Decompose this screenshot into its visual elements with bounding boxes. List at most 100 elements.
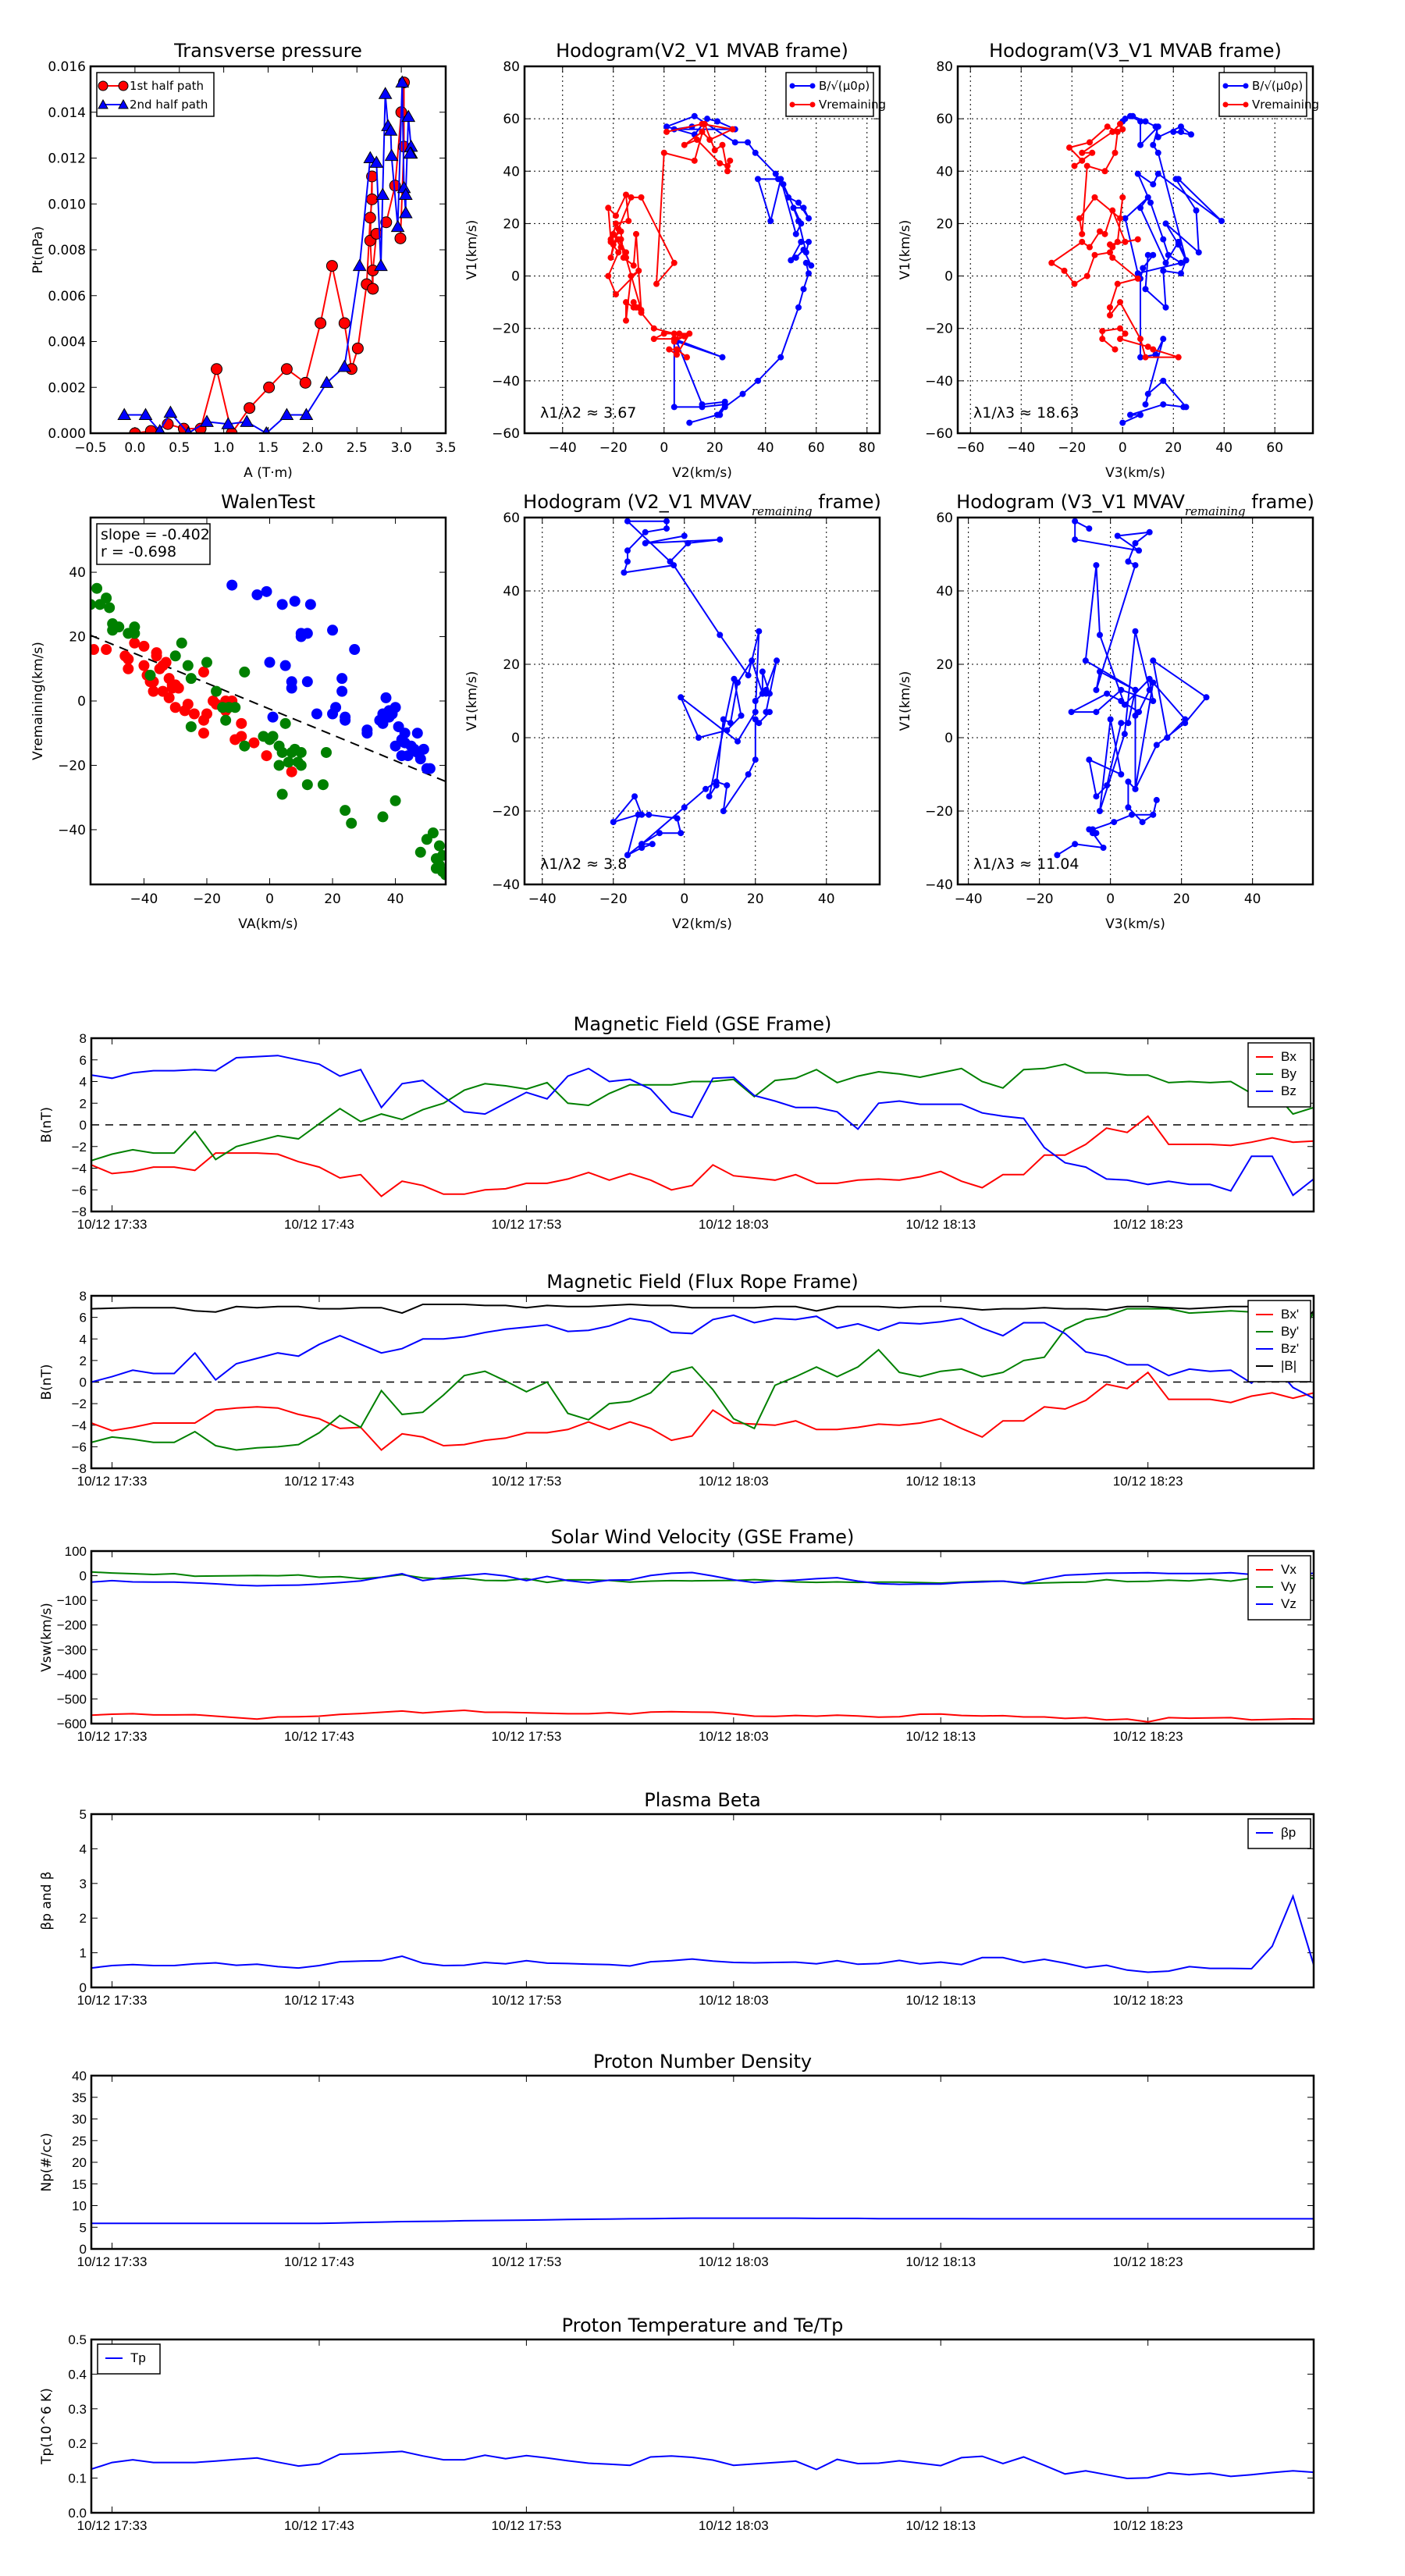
data-point — [1083, 162, 1090, 169]
data-point — [642, 528, 649, 535]
data-point — [1137, 205, 1144, 212]
y-tick-label: −400 — [57, 1667, 87, 1682]
y-tick-label: 20 — [936, 216, 953, 232]
data-point — [1182, 716, 1189, 723]
x-tick-label: 10/12 17:53 — [491, 2254, 561, 2269]
data-point — [613, 291, 619, 298]
y-tick-label: 4 — [80, 1075, 87, 1090]
data-point — [369, 155, 384, 168]
data-point — [1072, 518, 1079, 525]
data-point — [735, 738, 741, 745]
data-point — [670, 259, 678, 266]
data-point — [792, 230, 799, 237]
data-point — [1048, 259, 1055, 266]
data-point — [267, 711, 279, 723]
y-axis-label: βp and β — [39, 1871, 55, 1930]
annotation-line: r = -0.698 — [101, 543, 176, 560]
axes-frame — [523, 516, 881, 886]
data-point — [1101, 230, 1108, 237]
data-point — [1132, 686, 1139, 693]
eigenvalue-ratio-annotation: λ1/λ3 ≈ 11.04 — [973, 856, 1079, 873]
x-tick-label: 10/12 18:03 — [699, 1474, 769, 1489]
chart-title: Transverse pressure — [173, 40, 362, 62]
x-tick-label: 10/12 18:03 — [699, 2518, 769, 2533]
data-point — [755, 176, 761, 183]
data-point — [713, 782, 720, 789]
data-point — [1150, 181, 1157, 188]
data-point — [236, 717, 247, 729]
y-axis-label: Pt(nPa) — [30, 226, 46, 274]
data-point — [380, 216, 393, 229]
data-point — [800, 286, 807, 293]
data-point — [1097, 632, 1103, 639]
data-point — [211, 363, 223, 375]
data-point — [724, 727, 731, 734]
plot-area — [1048, 112, 1225, 426]
data-point — [182, 660, 194, 671]
data-point — [276, 746, 288, 758]
data-point — [201, 708, 212, 720]
y-tick-label: −40 — [58, 823, 86, 838]
chart-title: Hodogram(V3_V1 MVAB frame) — [989, 40, 1282, 62]
data-point — [173, 682, 184, 694]
y-tick-label: 5 — [80, 1807, 87, 1822]
data-point — [1152, 123, 1159, 130]
data-point — [623, 191, 629, 198]
data-point — [1175, 354, 1182, 361]
data-point — [364, 212, 376, 224]
legend-label: Bz — [1281, 1083, 1297, 1098]
data-point — [738, 712, 745, 719]
y-tick-label: −20 — [925, 322, 953, 337]
data-point — [633, 230, 639, 237]
y-tick-label: 0 — [80, 1569, 87, 1584]
data-point — [623, 254, 629, 262]
data-point — [800, 205, 807, 212]
data-point — [101, 644, 112, 656]
y-tick-label: −2 — [72, 1397, 87, 1411]
y-tick-label: 1 — [80, 1946, 87, 1961]
axes-frame — [523, 65, 881, 435]
data-point — [91, 582, 103, 594]
data-point — [759, 668, 766, 675]
y-tick-label: 6 — [80, 1053, 87, 1068]
data-point — [607, 254, 614, 262]
data-point — [264, 656, 276, 668]
data-point — [384, 148, 399, 162]
data-point — [1147, 199, 1154, 206]
data-point — [1137, 118, 1144, 125]
data-point — [650, 336, 657, 343]
x-tick-label: 10/12 18:23 — [1113, 1729, 1183, 1744]
y-tick-label: 80 — [503, 59, 520, 75]
data-point — [630, 262, 637, 269]
data-point — [279, 717, 291, 729]
chart-title: Magnetic Field (Flux Rope Frame) — [546, 1271, 858, 1293]
data-point — [1178, 259, 1184, 266]
data-point — [129, 637, 140, 649]
series-1 — [117, 75, 418, 433]
legend-label: Vx — [1281, 1562, 1297, 1577]
data-point — [1160, 401, 1167, 408]
data-point — [299, 376, 311, 389]
data-point — [720, 808, 727, 814]
title-suffix: frame) — [813, 491, 881, 513]
data-point — [336, 673, 348, 685]
data-point — [1134, 170, 1141, 177]
legend-box — [1218, 72, 1307, 117]
data-point — [280, 363, 293, 375]
y-tick-label: 20 — [503, 657, 520, 673]
data-point — [649, 841, 656, 848]
data-point — [613, 212, 619, 219]
data-point — [1114, 128, 1121, 135]
x-tick-label: 10/12 17:43 — [284, 1729, 354, 1744]
y-tick-label: 2 — [80, 1911, 87, 1926]
data-point — [1118, 771, 1125, 777]
data-point — [1089, 826, 1096, 833]
data-point — [1097, 808, 1103, 814]
x-tick-label: −20 — [1026, 891, 1054, 907]
data-point — [389, 702, 401, 713]
data-point — [724, 782, 731, 789]
eigenvalue-ratio-annotation: λ1/λ3 ≈ 18.63 — [973, 404, 1079, 422]
data-point — [729, 126, 736, 133]
data-point — [615, 249, 622, 256]
